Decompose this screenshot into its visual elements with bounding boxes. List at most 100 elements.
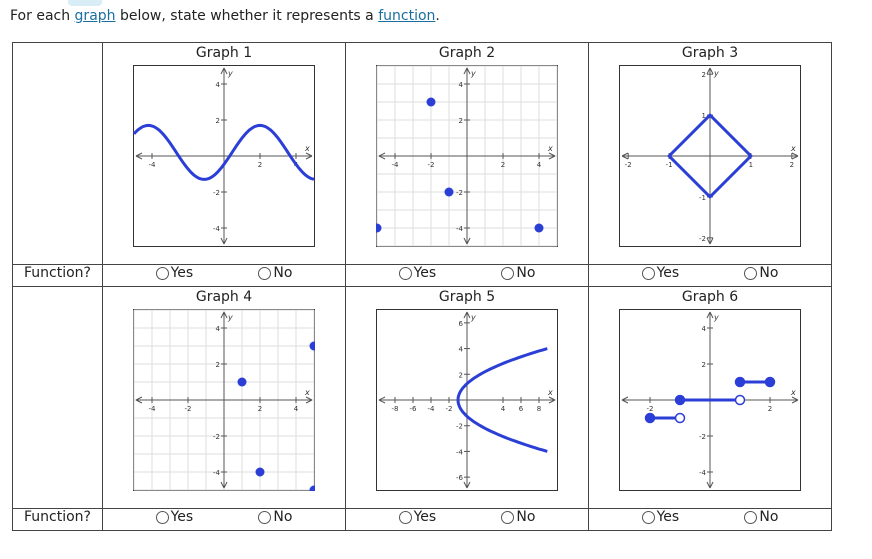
x-tick-label: 2 (768, 405, 772, 413)
graph-2-point (426, 97, 436, 107)
radio-icon[interactable] (641, 510, 655, 524)
graph-6-endpoint (734, 376, 746, 388)
y-arrow-icon (463, 67, 471, 75)
graph-6-no-option[interactable]: No (744, 509, 778, 525)
y-axis-label: y (713, 313, 719, 322)
x-arrow-icon (305, 396, 313, 404)
graph-3-plot: x y -2 -1 1 2 2 1 -1 -2 (619, 65, 801, 247)
graph-6-endpoint (674, 394, 686, 406)
y-arrow-icon (706, 481, 714, 489)
x-tick-label: -4 (392, 161, 400, 169)
graph-6-yes-option[interactable]: Yes (641, 509, 679, 525)
x-tick-label: -1 (666, 161, 673, 169)
y-tick-label: -4 (213, 225, 221, 233)
y-tick-label: 4 (216, 81, 221, 89)
x-arrow-icon (621, 152, 629, 160)
y-tick-label: 4 (702, 325, 707, 333)
radio-icon[interactable] (641, 266, 655, 280)
graph-3-yes-option[interactable]: Yes (641, 265, 679, 281)
x-arrow-icon (791, 396, 799, 404)
y-tick-label: 2 (702, 361, 706, 369)
graph-1-plot: xy-4 2 442-2-4 (133, 65, 315, 247)
graph-5-curve (456, 347, 548, 453)
graph-2-plot: x y -4 -2 2 4 4 2 -2 -4 (376, 65, 558, 247)
y-arrow-icon (463, 311, 471, 319)
x-axis-label: x (790, 144, 796, 153)
y-axis-label: y (470, 69, 476, 78)
x-axis-label: x (547, 144, 553, 153)
y-tick-label: 1 (702, 112, 706, 120)
y-tick-label: -2 (456, 423, 463, 431)
graph-5-yes-option[interactable]: Yes (398, 509, 436, 525)
x-arrow-icon (305, 152, 313, 160)
y-tick-label: 4 (459, 81, 464, 89)
graph-3-no-option[interactable]: No (744, 265, 778, 281)
radio-icon[interactable] (258, 510, 272, 524)
x-arrow-icon (135, 152, 143, 160)
graph-1-no-option[interactable]: No (258, 265, 292, 281)
x-tick-label: -4 (149, 161, 157, 169)
graph-4-yes-option[interactable]: Yes (155, 509, 193, 525)
graph-4-title: Graph 4 (195, 289, 253, 305)
radio-icon[interactable] (501, 266, 515, 280)
graph-4-no-option[interactable]: No (258, 509, 292, 525)
x-tick-label: -2 (428, 161, 435, 169)
y-tick-label: -2 (213, 433, 220, 441)
radio-icon[interactable] (258, 266, 272, 280)
y-tick-label: -6 (456, 474, 464, 482)
graph-5-plot: x y -8 -6 -4 -2 4 6 8 6 4 2 -2 -4 -6 (376, 309, 558, 491)
graph-3-diamond (666, 112, 754, 200)
x-tick-label: -2 (647, 405, 654, 413)
graph-1-cell: Graph 1 x y -4 2 4 4 2 -2 -4 (102, 42, 346, 265)
graph-6-plot: x y -2 2 4 2 -2 -4 (619, 309, 801, 491)
x-tick-label: 2 (258, 161, 262, 169)
graph-2-yes-option[interactable]: Yes (398, 265, 436, 281)
graph-5-no-option[interactable]: No (501, 509, 535, 525)
y-tick-label: 6 (459, 320, 464, 328)
y-tick-label: 4 (459, 346, 464, 354)
radio-icon[interactable] (744, 510, 758, 524)
graph-3-cell: Graph 3 x y -2 -1 1 2 2 1 -1 -2 (588, 42, 832, 265)
y-tick-label: -2 (456, 189, 463, 197)
y-arrow-icon (463, 481, 471, 489)
x-axis-label: x (304, 388, 310, 397)
graph-6-title: Graph 6 (681, 289, 739, 305)
x-tick-label: 1 (749, 161, 753, 169)
y-arrow-icon (220, 67, 228, 75)
radio-icon[interactable] (501, 510, 515, 524)
y-tick-label: -4 (456, 225, 464, 233)
x-tick-label: -4 (428, 405, 436, 413)
x-arrow-icon (548, 152, 556, 160)
graph-3-title: Graph 3 (681, 45, 739, 61)
x-axis-label: x (547, 388, 553, 397)
tab-hint (68, 0, 102, 6)
graph-2-no-option[interactable]: No (501, 265, 535, 281)
y-tick-label: 2 (459, 371, 463, 379)
radio-icon[interactable] (398, 266, 412, 280)
x-arrow-icon (135, 396, 143, 404)
graph-6-endpoint (734, 394, 746, 406)
radio-icon[interactable] (155, 510, 169, 524)
graph-link[interactable]: graph (74, 8, 116, 24)
y-tick-label: 2 (459, 117, 463, 125)
radio-icon[interactable] (155, 266, 169, 280)
x-tick-label: -2 (185, 405, 192, 413)
x-tick-label: -2 (625, 161, 632, 169)
x-tick-label: -2 (446, 405, 453, 413)
y-arrow-icon (220, 237, 228, 245)
x-tick-label: 2 (258, 405, 262, 413)
graph-4-point (237, 377, 247, 387)
graph-1-title: Graph 1 (195, 45, 253, 61)
y-arrow-icon (220, 481, 228, 489)
radio-icon[interactable] (744, 266, 758, 280)
y-arrow-icon (706, 237, 714, 245)
graph-1-yes-option[interactable]: Yes (155, 265, 193, 281)
x-tick-label: -8 (392, 405, 399, 413)
function-link[interactable]: function (378, 8, 436, 24)
x-tick-label: 8 (537, 405, 541, 413)
y-tick-label: -2 (699, 433, 706, 441)
x-tick-label: 2 (501, 161, 505, 169)
radio-icon[interactable] (398, 510, 412, 524)
graph-6-endpoint (674, 412, 686, 424)
y-axis-label: y (227, 313, 233, 322)
